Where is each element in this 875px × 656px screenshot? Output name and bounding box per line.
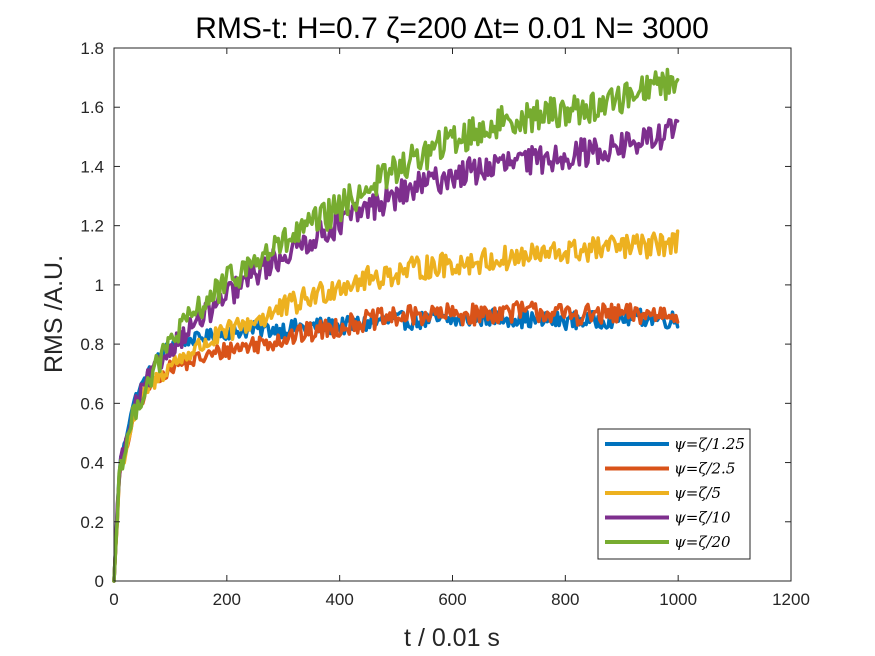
x-axis-ticks: 0 200 400 600 800 1000 1200	[109, 48, 810, 609]
series-line-2	[112, 300, 680, 583]
y-tick-label: 0.4	[80, 454, 104, 473]
y-tick-label: 0.8	[80, 335, 104, 354]
series-layer	[112, 67, 680, 583]
legend-label: ψ=ζ/10	[674, 509, 731, 527]
x-axis-label: t / 0.01 s	[404, 624, 500, 652]
x-tick-label: 1200	[772, 590, 810, 609]
y-tick-label: 1.8	[80, 39, 104, 58]
y-tick-label: 1.4	[80, 157, 104, 176]
y-tick-label: 0	[95, 572, 104, 591]
series-line-3	[112, 229, 680, 583]
x-tick-label: 800	[551, 590, 579, 609]
x-tick-label: 200	[213, 590, 241, 609]
legend-label: ψ=ζ/2.5	[674, 460, 735, 478]
series-line-5	[112, 67, 680, 583]
y-tick-label: 1	[95, 276, 104, 295]
y-tick-label: 1.2	[80, 217, 104, 236]
y-tick-label: 1.6	[80, 98, 104, 117]
chart-title: RMS-t: H=0.7 ζ=200 Δt= 0.01 N= 3000	[195, 12, 709, 45]
y-axis-ticks: 0 0.2 0.4 0.6 0.8 1 1.2 1.4 1.6 1.8	[80, 39, 791, 591]
x-tick-label: 0	[109, 590, 118, 609]
legend-items: ψ=ζ/1.25 ψ=ζ/2.5 ψ=ζ/5 ψ=ζ/10 ψ=ζ/20	[605, 435, 745, 551]
legend-label: ψ=ζ/20	[674, 533, 731, 551]
y-tick-label: 0.6	[80, 394, 104, 413]
legend: ψ=ζ/1.25 ψ=ζ/2.5 ψ=ζ/5 ψ=ζ/10 ψ=ζ/20	[597, 428, 751, 560]
x-tick-label: 400	[325, 590, 353, 609]
y-tick-label: 0.2	[80, 513, 104, 532]
x-tick-label: 1000	[659, 590, 697, 609]
y-axis-label: RMS /A.U.	[40, 255, 68, 373]
legend-label: ψ=ζ/5	[674, 484, 721, 502]
x-tick-label: 600	[438, 590, 466, 609]
legend-label: ψ=ζ/1.25	[674, 435, 745, 453]
